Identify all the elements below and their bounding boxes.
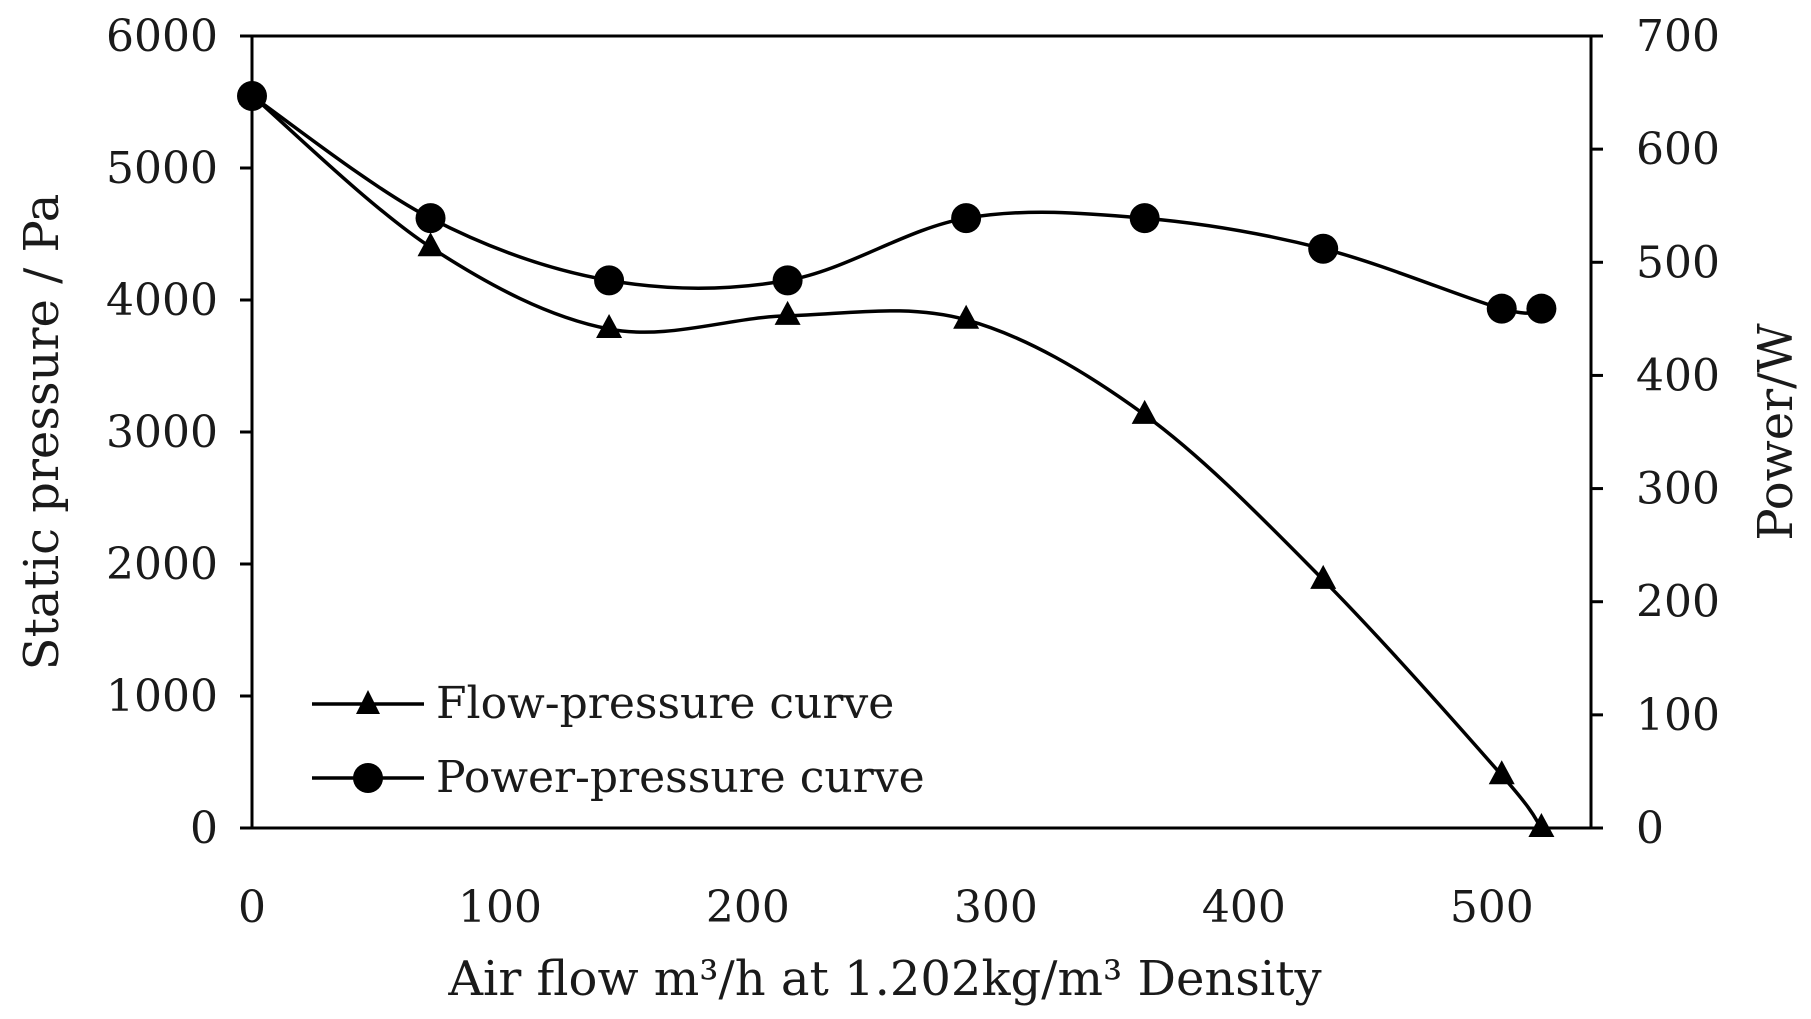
data-point-power: [951, 203, 982, 234]
y-tick-label: 5000: [106, 143, 218, 194]
y2-tick-label: 600: [1636, 124, 1720, 175]
data-point-power: [772, 265, 803, 296]
data-point-flow: [953, 304, 980, 329]
data-point-flow: [1131, 399, 1158, 424]
data-point-power: [237, 80, 267, 111]
y-tick-label: 6000: [106, 11, 218, 62]
data-point-flow: [1310, 564, 1337, 589]
x-tick-label: 200: [706, 882, 790, 933]
data-point-flow: [1488, 760, 1515, 785]
ticks: 0100020003000400050006000010020030040050…: [106, 11, 1720, 933]
data-point-flow: [596, 314, 623, 339]
y-tick-label: 1000: [106, 671, 218, 722]
y-tick-label: 0: [190, 803, 218, 854]
legend-label-flow: Flow-pressure curve: [436, 678, 894, 729]
y2-axis-title: Power/W: [1748, 323, 1804, 541]
x-axis-title: Air flow m³/h at 1.202kg/m³ Density: [447, 951, 1321, 1007]
y2-tick-label: 0: [1636, 803, 1664, 854]
data-point-power: [415, 203, 446, 234]
y2-tick-label: 400: [1636, 350, 1720, 401]
data-point-flow: [1528, 813, 1555, 837]
series-layer: [237, 80, 1557, 837]
data-point-power: [1129, 203, 1160, 234]
legend-label-power: Power-pressure curve: [436, 752, 925, 803]
y2-tick-label: 100: [1636, 690, 1720, 741]
legend-marker-flow: [356, 690, 380, 714]
y2-tick-label: 700: [1636, 11, 1720, 62]
x-tick-label: 500: [1450, 882, 1534, 933]
x-tick-label: 300: [954, 882, 1038, 933]
y-tick-label: 3000: [106, 407, 218, 458]
x-tick-label: 100: [458, 882, 542, 933]
data-point-power: [1308, 233, 1339, 264]
legend-marker-power: [353, 763, 383, 793]
data-point-power: [1486, 293, 1517, 324]
y-axis-title: Static pressure / Pa: [14, 194, 70, 671]
data-point-flow: [417, 232, 444, 257]
y2-tick-label: 300: [1636, 464, 1720, 515]
x-tick-label: 0: [238, 882, 266, 933]
x-tick-label: 400: [1202, 882, 1286, 933]
legend: Flow-pressure curve Power-pressure curve: [312, 678, 925, 803]
y2-tick-label: 200: [1636, 577, 1720, 628]
y2-tick-label: 500: [1636, 237, 1720, 288]
y-tick-label: 2000: [106, 539, 218, 590]
data-point-power: [1526, 293, 1557, 324]
series-line-power: [251, 94, 1542, 315]
data-point-flow: [774, 300, 801, 325]
y-tick-label: 4000: [106, 275, 218, 326]
data-point-power: [594, 265, 625, 296]
